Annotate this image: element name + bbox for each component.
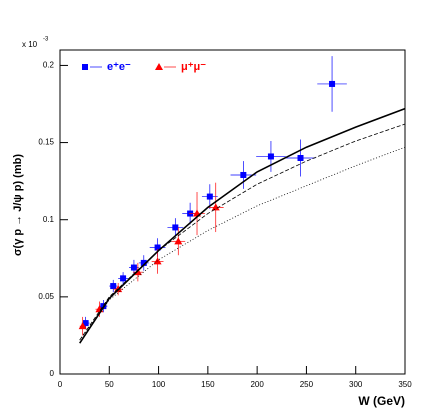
- y-tick-label: 0.15: [38, 138, 54, 147]
- fit-curve: [79, 107, 406, 344]
- x-tick-label: 300: [349, 380, 363, 389]
- y-axis-label: σ(γ p → J/ψ p) (mb): [12, 154, 24, 256]
- legend-label: μ⁺μ⁻: [181, 61, 206, 73]
- data-point: [130, 264, 137, 271]
- data-point: [140, 259, 147, 266]
- data-point: [297, 155, 304, 161]
- x-tick-label: 200: [250, 380, 264, 389]
- data-point: [206, 193, 213, 200]
- x-tick-label: 100: [152, 380, 166, 389]
- x-axis-label: W (GeV): [358, 394, 405, 408]
- data-point: [174, 237, 183, 245]
- x-tick-label: 50: [105, 380, 114, 389]
- y-tick-label: 0: [50, 369, 55, 378]
- data-point: [329, 80, 336, 87]
- x-tick-label: 350: [398, 380, 412, 389]
- legend-marker: [155, 63, 163, 70]
- legend-label: e⁺e⁻: [107, 61, 131, 73]
- fit-curve: [79, 123, 406, 341]
- y-tick-label: 0.05: [38, 292, 54, 301]
- y-tick-label: 0.1: [43, 215, 55, 224]
- data-point: [78, 322, 87, 330]
- x-tick-label: 0: [58, 380, 63, 389]
- data-point: [172, 224, 179, 231]
- data-point: [154, 244, 161, 251]
- x-tick-label: 150: [201, 380, 215, 389]
- fit-curve: [79, 146, 406, 341]
- data-point: [110, 283, 117, 290]
- data-point: [267, 153, 274, 160]
- data-point: [120, 275, 127, 282]
- plot-frame: [59, 49, 406, 375]
- y-multiplier: x 10: [22, 40, 38, 49]
- data-point: [240, 171, 247, 178]
- y-multiplier-exponent: -3: [43, 37, 49, 43]
- x-tick-label: 250: [300, 380, 314, 389]
- legend-marker: [82, 64, 88, 70]
- data-point: [211, 203, 220, 211]
- data-point: [193, 209, 202, 217]
- data-point: [82, 320, 89, 327]
- y-tick-label: 0.2: [43, 61, 55, 70]
